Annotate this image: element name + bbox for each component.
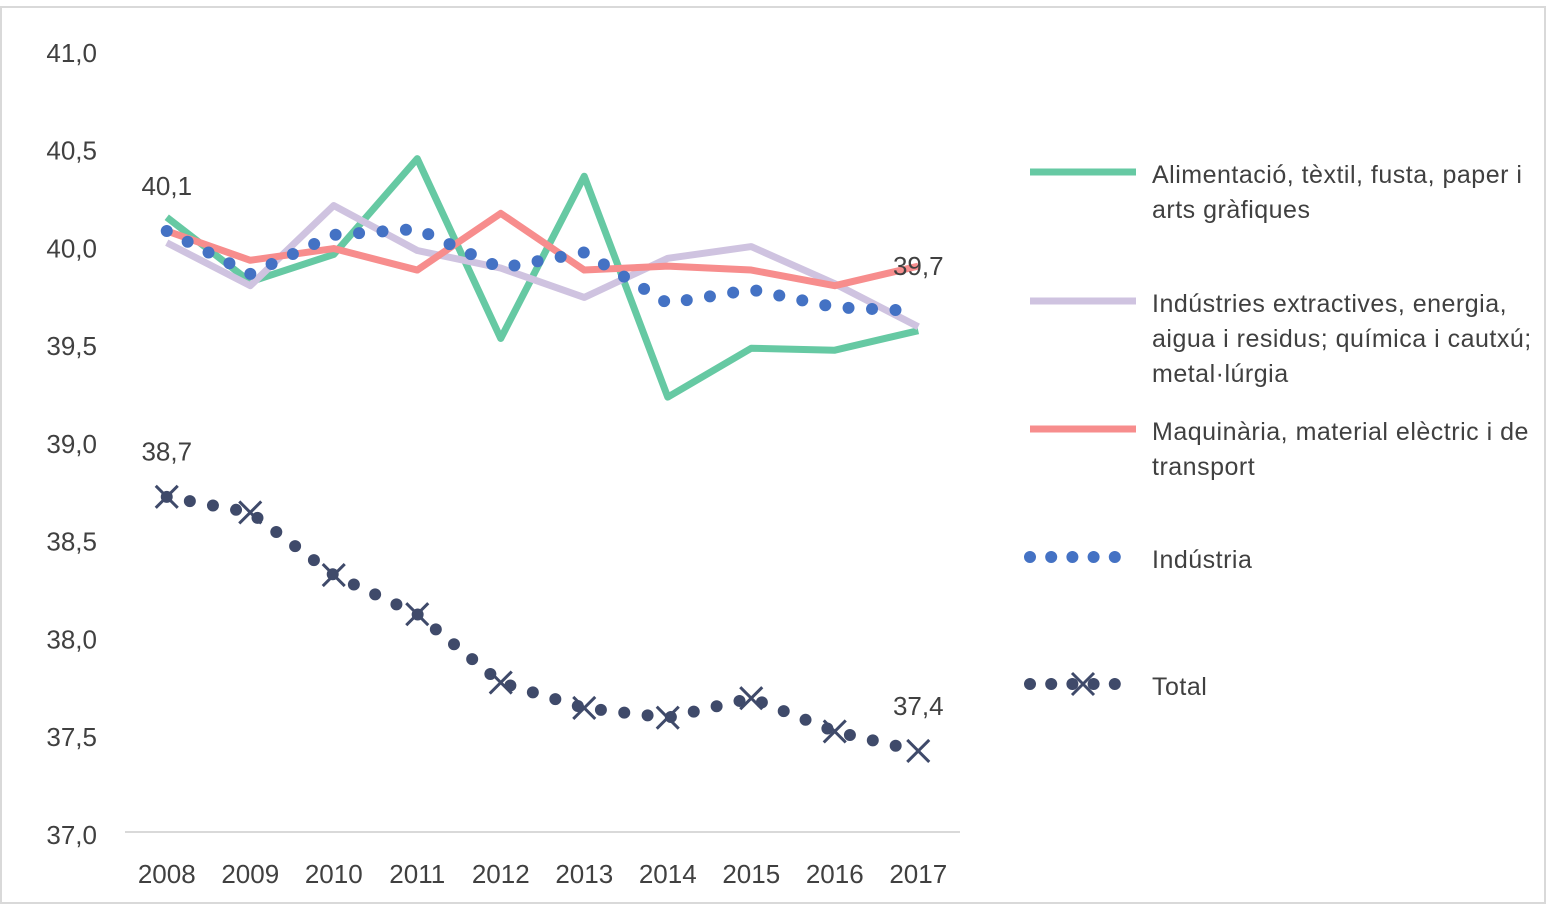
y-tick-label: 38,0: [46, 624, 97, 654]
point-marker: [906, 738, 931, 764]
marker-stroke: [238, 500, 263, 525]
legend-label: Total: [1152, 673, 1208, 701]
data-label: 37,4: [893, 691, 944, 721]
marker-stroke: [906, 738, 931, 764]
marker-stroke: [739, 686, 764, 711]
series-line: [160, 222, 925, 318]
x-tick-label: 2017: [889, 859, 947, 889]
marker-stroke: [1070, 671, 1096, 697]
point-marker: [321, 562, 346, 588]
x-tick-label: 2010: [305, 859, 363, 889]
y-tick-label: 38,5: [46, 527, 97, 557]
x-tick-label: 2015: [722, 859, 780, 889]
marker-stroke: [572, 695, 597, 721]
data-label: 38,7: [141, 437, 192, 467]
marker-stroke: [154, 484, 179, 509]
point-marker: [655, 705, 680, 730]
x-tick-label: 2009: [221, 859, 279, 889]
y-tick-label: 41,0: [46, 38, 97, 68]
point-marker: [488, 670, 513, 695]
marker-stroke: [321, 562, 346, 588]
legend-label: Indústries extractives, energia, aigua i…: [1152, 290, 1532, 388]
x-tick-label: 2008: [138, 859, 196, 889]
y-tick-label: 39,5: [46, 331, 97, 361]
x-tick-label: 2012: [472, 859, 530, 889]
x-tick-label: 2011: [389, 859, 445, 889]
point-marker: [238, 500, 263, 525]
x-tick-label: 2014: [639, 859, 697, 889]
marker-stroke: [822, 719, 847, 744]
x-tick-label: 2013: [555, 859, 613, 889]
point-marker: [739, 686, 764, 711]
y-tick-label: 37,0: [46, 820, 97, 850]
legend-marker: [1070, 671, 1096, 697]
marker-stroke: [488, 670, 513, 695]
x-tick-label: 2016: [806, 859, 864, 889]
series-line: [165, 202, 920, 330]
data-label: 40,1: [141, 171, 192, 201]
point-marker: [405, 602, 430, 627]
legend-label: Maquinària, material elèctric i de trans…: [1152, 418, 1529, 481]
chart-frame: [0, 6, 1546, 904]
point-marker: [822, 719, 847, 744]
data-label: 39,7: [893, 251, 944, 281]
y-tick-label: 37,5: [46, 722, 97, 752]
marker-stroke: [405, 602, 430, 627]
y-tick-label: 39,0: [46, 429, 97, 459]
y-tick-label: 40,0: [46, 233, 97, 263]
marker-stroke: [655, 705, 680, 730]
series-line: [160, 490, 925, 757]
y-tick-label: 40,5: [46, 136, 97, 166]
point-marker: [572, 695, 597, 721]
series-line: [164, 155, 920, 401]
point-marker: [154, 484, 179, 509]
legend-label: Alimentació, tèxtil, fusta, paper i arts…: [1152, 161, 1523, 224]
legend-label: Indústria: [1152, 546, 1253, 574]
